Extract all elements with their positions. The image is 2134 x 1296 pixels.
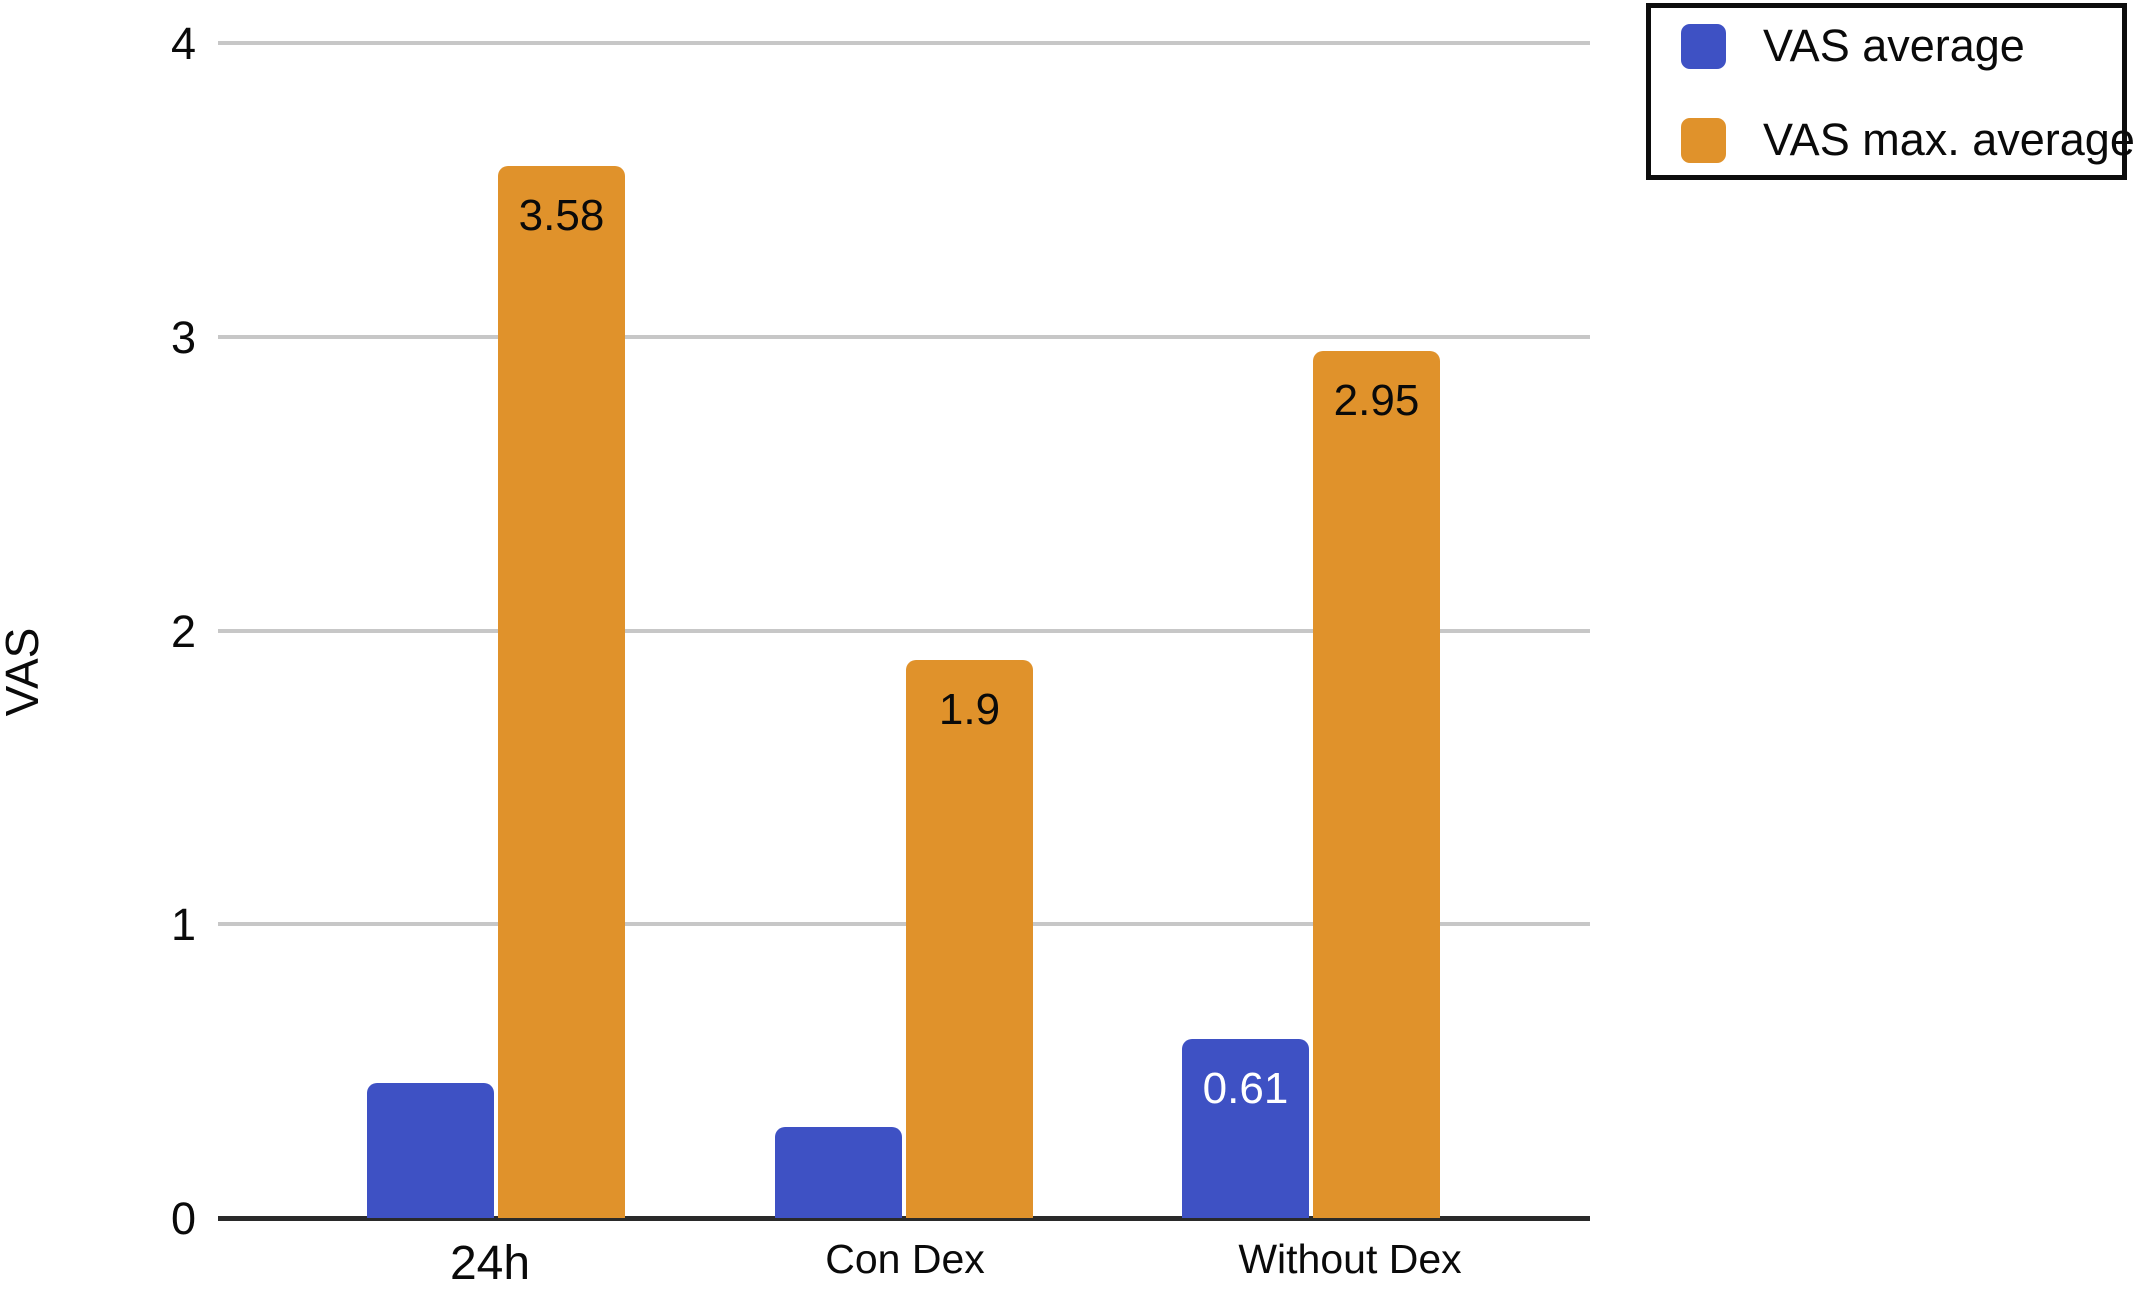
gridline	[218, 41, 1590, 45]
x-category-label: 24h	[449, 1237, 531, 1290]
bar-vas-max-average-con-dex: 1.9	[906, 659, 1033, 1218]
bar-data-label: 0.61	[1202, 1063, 1289, 1113]
legend-label: VAS average	[1763, 20, 2025, 71]
bar-data-label: 3.58	[518, 191, 605, 241]
bar-vas-average-without-dex: 0.61	[1182, 1038, 1309, 1218]
legend-swatch-vas-max-average	[1681, 118, 1726, 163]
legend-swatch-vas-average	[1681, 24, 1726, 69]
gridline	[218, 334, 1590, 339]
y-axis-tick-label: 4	[170, 18, 196, 69]
gridline	[218, 922, 1590, 927]
y-axis-tick-label: 1	[170, 899, 196, 951]
x-category-label: Con Dex	[825, 1236, 985, 1282]
bar-vas-average-con-dex	[775, 1126, 902, 1218]
bar-vas-average-24h	[367, 1082, 494, 1218]
bar-vas-max-average-24h: 3.58	[498, 166, 625, 1218]
y-axis-title: VAS	[0, 627, 48, 717]
x-category-label: Without Dex	[1238, 1236, 1462, 1282]
bar-data-label: 2.95	[1333, 376, 1420, 426]
bar-vas-max-average-without-dex: 2.95	[1313, 351, 1440, 1218]
y-axis-tick-label: 0	[170, 1193, 196, 1244]
legend-label: VAS max. average	[1763, 114, 2134, 165]
y-axis-tick-label: 2	[170, 605, 196, 657]
y-axis-tick-label: 3	[170, 311, 196, 363]
gridline	[218, 628, 1590, 633]
bar-data-label: 1.9	[938, 684, 1001, 734]
x-axis-line	[218, 1216, 1590, 1221]
legend: VAS average VAS max. average	[1646, 3, 2134, 180]
